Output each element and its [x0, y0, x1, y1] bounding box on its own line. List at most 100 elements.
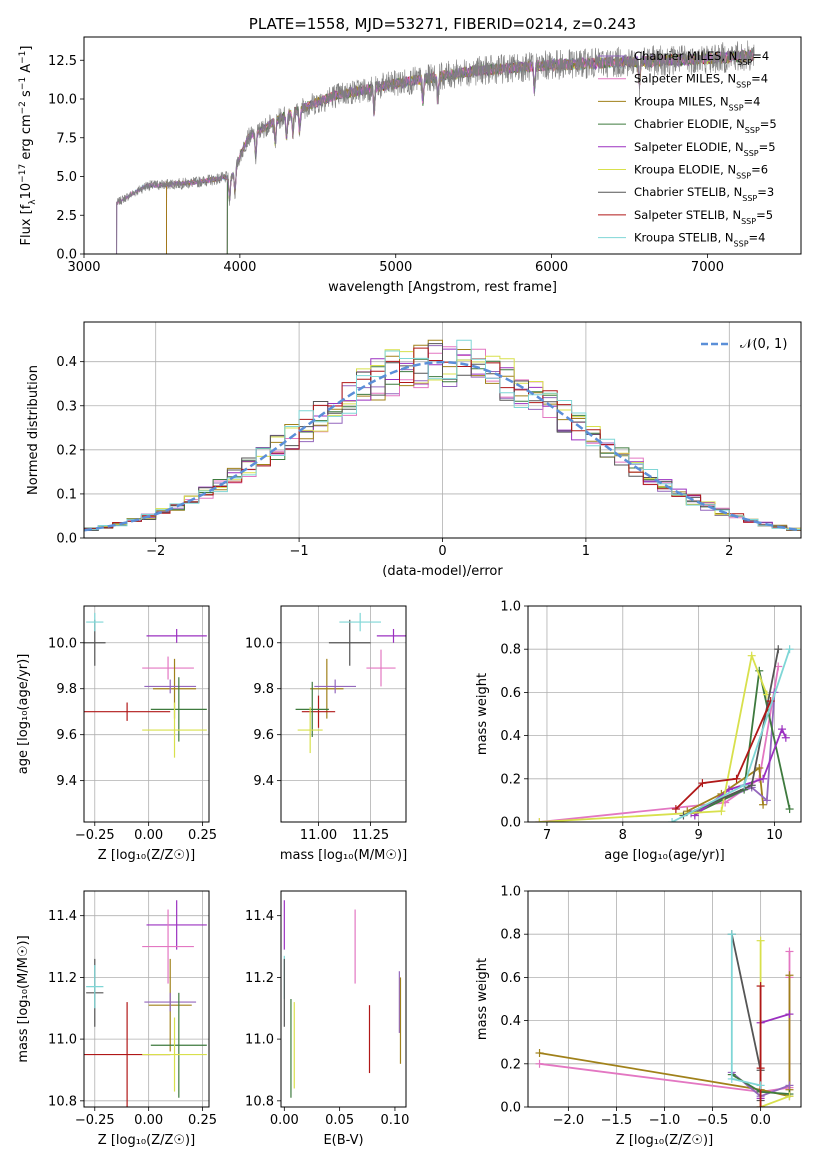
y-tick-label: 0.3 [56, 399, 77, 414]
y-tick-label: 7.5 [56, 131, 77, 146]
x-tick-label: 0.05 [325, 1113, 354, 1128]
y-tick-label: 0.4 [500, 729, 521, 744]
errorbar-point [146, 628, 207, 643]
legend-name: Chabrier STELIB, N [634, 185, 742, 199]
x-tick-label: 4000 [223, 260, 256, 275]
legend-sub: SSP [742, 194, 757, 203]
y-tick-label: 9.4 [56, 774, 77, 789]
plus-marker [756, 1064, 765, 1073]
plus-marker [535, 1049, 544, 1057]
y-axis-label: mass weight [475, 673, 490, 755]
y-tick-label: 0.0 [56, 532, 77, 547]
plus-marker [755, 764, 764, 772]
y-tick-label: 0.8 [500, 928, 521, 943]
errorbar-point [84, 702, 171, 721]
x-tick-label: 7 [543, 828, 551, 843]
legend-name: Kroupa MILES, N [634, 94, 729, 108]
plus-marker [756, 1103, 765, 1107]
y-tick-label: 0.0 [56, 248, 77, 263]
y-tick-label: 0.0 [500, 1101, 521, 1116]
y-tick-label: 12.5 [48, 54, 77, 69]
y-tick-label: 0.4 [56, 355, 77, 370]
y-tick-label: 11.0 [48, 1033, 77, 1048]
x-tick-label: −1.0 [649, 1113, 681, 1128]
legend-label: Salpeter STELIB, NSSP=5 [634, 208, 773, 226]
legend-label: Salpeter MILES, NSSP=4 [634, 72, 768, 90]
plus-marker [535, 1059, 544, 1068]
legend-nssp: =5 [760, 117, 777, 131]
series-line [686, 766, 764, 813]
x-axis-label: E(B-V) [323, 1133, 363, 1148]
plus-marker [756, 1081, 765, 1090]
series-line [539, 666, 780, 822]
x-tick-label: 6000 [535, 260, 568, 275]
y-tick-label: 0.6 [500, 686, 521, 701]
y-label-part: erg cm [19, 114, 34, 163]
x-tick-label: 11.25 [352, 828, 389, 843]
x-tick-label: −2 [146, 544, 165, 559]
plus-marker [785, 805, 794, 814]
plus-marker [668, 818, 677, 822]
y-tick-label: 11.2 [245, 971, 274, 986]
legend-name: Salpeter MILES, N [634, 72, 736, 86]
plus-marker [785, 947, 794, 956]
y-tick-label: 11.4 [48, 909, 77, 924]
y-tick-label: 10.0 [245, 636, 274, 651]
series-line [539, 652, 768, 822]
x-tick-label: 0.10 [380, 1113, 409, 1128]
x-tick-label: 1 [582, 544, 590, 559]
x-tick-label: 0.0 [750, 1113, 771, 1128]
x-tick-label: 0.00 [134, 828, 163, 843]
y-tick-label: 0.2 [56, 443, 77, 458]
legend-name: Kroupa ELODIE, N [634, 163, 736, 177]
y-axis-label: Flux [fλ10−17 erg cm−2 s−1 A−1] [18, 46, 38, 246]
legend-label: Kroupa STELIB, NSSP=4 [634, 231, 765, 249]
y-label-part: −1 [18, 77, 28, 90]
axes-frame [83, 890, 210, 1108]
x-axis-label: Z [log₁₀(Z/Z☉)] [98, 1133, 195, 1148]
axes-age-vs-mass: 11.00 11.25 9.4 9.6 9.8 10.0 mass [log₁₀(M/M☉)… [245, 605, 407, 863]
x-tick-label: 0.00 [270, 1113, 299, 1128]
plus-marker [747, 781, 756, 790]
axes-mass-weight-vs-age: 7 8 9 10 0.0 0.2 0.4 0.6 0.8 1.0 age [log₁₀(age/yr… [475, 600, 802, 863]
errorbar-point [150, 992, 207, 1098]
legend-nssp: =4 [749, 231, 766, 245]
x-tick-label: −2.0 [553, 1113, 585, 1128]
plus-marker [762, 796, 771, 805]
plus-marker [717, 807, 726, 816]
y-axis-label: age [log₁₀(age/yr)] [16, 654, 31, 775]
y-label-part: s [19, 90, 34, 101]
x-tick-label: 8 [619, 828, 627, 843]
errorbar-point [295, 681, 329, 737]
legend-name: Salpeter ELODIE, N [634, 140, 744, 154]
plus-marker [759, 800, 768, 809]
errorbar-point [144, 679, 197, 694]
plot-area [528, 891, 801, 1107]
legend-name: Kroupa STELIB, N [634, 231, 734, 245]
series-line [759, 940, 790, 1107]
axes-frame [83, 321, 802, 539]
y-label-part: λ [28, 199, 38, 205]
plus-marker [698, 779, 707, 788]
plus-marker [727, 930, 736, 939]
plot-area [116, 40, 755, 254]
plus-marker [778, 725, 787, 734]
plus-marker [756, 936, 765, 945]
plus-marker [740, 781, 749, 790]
y-tick-label: 11.2 [48, 971, 77, 986]
y-tick-label: 9.6 [253, 728, 274, 743]
axes-frame [527, 605, 802, 823]
errorbar-point [310, 658, 344, 719]
errorbar-point [142, 1017, 207, 1092]
plus-marker [785, 645, 794, 654]
errorbar-point [314, 679, 356, 694]
x-axis-label: age [log₁₀(age/yr)] [604, 848, 725, 863]
x-axis-label: (data-model)/error [382, 564, 503, 579]
x-tick-label: −1 [290, 544, 309, 559]
x-tick-label: 0 [438, 544, 446, 559]
plus-marker [774, 645, 783, 654]
y-tick-label: 1.0 [500, 885, 521, 900]
x-tick-label: 2 [725, 544, 733, 559]
